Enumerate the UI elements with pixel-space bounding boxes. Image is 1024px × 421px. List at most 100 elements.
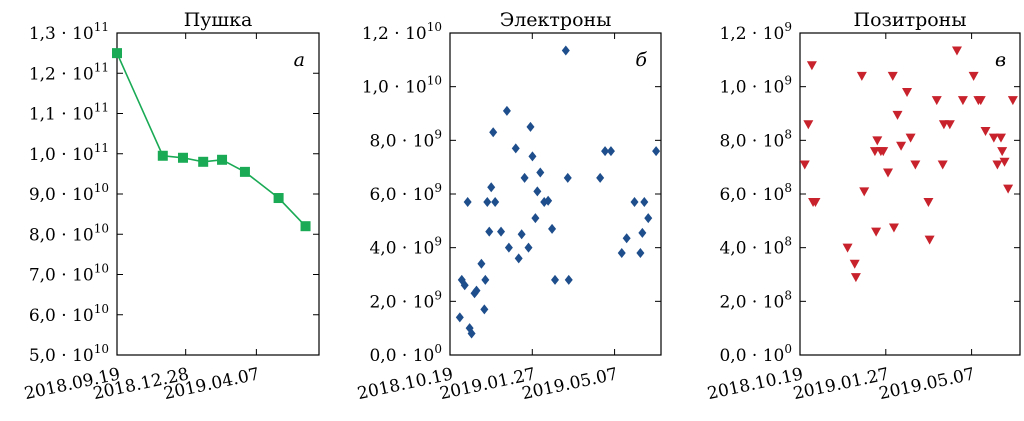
data-point (606, 146, 615, 157)
y-tick-label: 1,2 · 1011 (29, 60, 109, 84)
data-point (652, 146, 661, 157)
y-tick-label: 6,0 · 1010 (29, 302, 109, 326)
y-tick-label: 8,0 · 1010 (29, 221, 109, 245)
data-point (239, 166, 250, 177)
data-point (561, 45, 570, 56)
data-point (892, 110, 903, 120)
data-point (531, 213, 540, 224)
data-point (198, 156, 209, 167)
data-point (640, 197, 649, 208)
data-point (902, 88, 913, 98)
data-point (533, 186, 542, 197)
data-point (622, 233, 631, 244)
data-point (514, 253, 523, 264)
data-point (995, 133, 1006, 143)
data-point (477, 258, 486, 269)
data-point (849, 259, 860, 269)
data-point (980, 126, 991, 136)
chart-panel-3: Позитроны в 0,0 · 100 2,0 · 108 4,0 · 108 6,0… (706, 9, 1021, 404)
chart-title: Электроны (500, 9, 612, 31)
data-point (157, 150, 168, 161)
y-tick-label: 6,0 · 108 (719, 181, 792, 205)
chart-title: Пушка (184, 9, 253, 31)
data-point (988, 133, 999, 143)
data-point (112, 48, 122, 59)
panel-label: б (635, 49, 647, 71)
data-point (999, 157, 1010, 167)
data-point (630, 197, 639, 208)
y-tick-label: 2,0 · 108 (719, 288, 792, 312)
data-point (520, 172, 529, 183)
data-point (799, 160, 810, 170)
data-point (910, 160, 921, 170)
chart-panel-1: Пушка а 5,0 · 1010 6,0 · 1010 7,0 · 1010 8,0 … (23, 9, 320, 404)
data-point (638, 227, 647, 238)
data-point (480, 304, 489, 315)
data-point (511, 143, 520, 154)
data-point (177, 152, 188, 163)
x-tick-label: 2018.10.19 (706, 364, 805, 404)
data-point (517, 229, 526, 240)
y-tick-label: 1,2 · 1010 (362, 20, 442, 44)
data-point (803, 120, 814, 130)
panel-label: в (995, 49, 1006, 71)
data-point (617, 248, 626, 259)
data-point (883, 168, 893, 178)
x-tick-label: 2019.01.27 (791, 364, 890, 404)
data-point (472, 285, 481, 296)
data-point (497, 226, 506, 237)
data-point (596, 172, 605, 183)
y-tick-label: 1,3 · 1011 (29, 20, 109, 44)
y-tick-label: 8,0 · 109 (369, 127, 442, 151)
y-tick-label: 9,0 · 1010 (29, 181, 109, 205)
data-point (481, 274, 490, 285)
data-point (528, 151, 537, 162)
data-point (564, 274, 573, 285)
plot-frame (799, 32, 1021, 356)
data-point (944, 120, 955, 130)
data-point (300, 221, 311, 232)
data-point (810, 198, 821, 208)
y-tick-label: 1,0 · 1011 (29, 141, 109, 165)
data-point (644, 213, 653, 224)
data-point (489, 127, 498, 138)
data-point (896, 141, 907, 151)
x-tick-label: 2019.05.07 (877, 364, 976, 404)
plot-frame (116, 32, 320, 356)
data-point (924, 235, 935, 245)
y-tick-label: 7,0 · 1010 (29, 262, 109, 286)
data-point (504, 242, 513, 253)
data-point (467, 328, 476, 339)
data-point (483, 197, 492, 208)
data-point (1003, 184, 1014, 194)
data-point (842, 243, 853, 253)
data-point (460, 280, 469, 291)
data-point (937, 160, 948, 170)
y-tick-label: 6,0 · 109 (369, 181, 442, 205)
y-tick-label: 2,0 · 109 (369, 288, 442, 312)
data-point (485, 226, 494, 237)
y-tick-label: 1,2 · 109 (719, 20, 792, 44)
data-point (859, 187, 870, 197)
data-point (905, 133, 916, 143)
y-tick-label: 5,0 · 1010 (29, 342, 109, 366)
y-tick-label: 0,0 · 100 (719, 342, 792, 366)
data-point (951, 46, 962, 56)
data-point (491, 197, 500, 208)
data-point (887, 71, 898, 81)
data-point (463, 197, 472, 208)
data-point (806, 61, 817, 71)
data-point (850, 273, 861, 283)
data-point (502, 105, 511, 116)
data-point (524, 242, 533, 253)
chart-panel-2: Электроны б 0,0 · 100 2,0 · 109 4,0 · 109 6,0… (356, 9, 662, 404)
data-point (455, 312, 464, 323)
data-point (872, 136, 883, 146)
data-point (487, 182, 496, 193)
y-tick-label: 1,0 · 109 (719, 74, 792, 98)
data-point (273, 193, 284, 204)
data-point (856, 71, 867, 81)
data-point (544, 195, 553, 206)
data-point (217, 154, 228, 165)
